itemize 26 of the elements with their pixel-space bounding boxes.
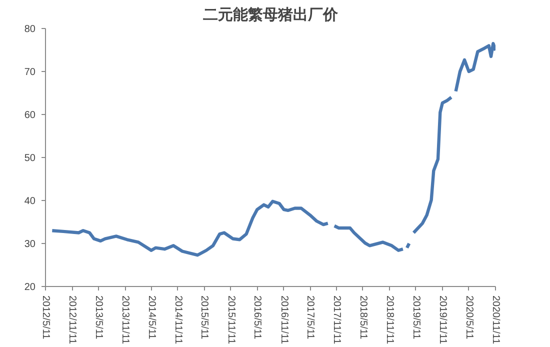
x-tick-label: 2019/11/11 xyxy=(436,296,448,345)
x-tick-label: 2016/5/11 xyxy=(252,296,263,340)
x-tick-label: 2013/11/11 xyxy=(120,296,131,345)
y-tick-label: 80 xyxy=(24,24,36,35)
x-tick-label: 2017/11/11 xyxy=(331,296,342,345)
x-tick-label: 2012/5/11 xyxy=(40,296,51,340)
y-tick-label: 50 xyxy=(24,153,36,164)
x-tick-label: 2017/5/11 xyxy=(304,296,316,340)
x-tick-label: 2015/11/11 xyxy=(225,296,236,345)
x-tick-label: 2014/11/11 xyxy=(172,296,184,345)
x-tick-label: 2020/11/11 xyxy=(490,296,501,345)
x-tick-label: 2019/5/11 xyxy=(410,296,422,340)
x-tick-label: 2014/5/11 xyxy=(146,296,157,340)
y-tick-label: 60 xyxy=(24,110,36,121)
x-tick-label: 2018/11/11 xyxy=(384,296,396,345)
x-tick-label: 2020/5/11 xyxy=(463,296,474,340)
x-tick-label: 2018/5/11 xyxy=(357,296,368,340)
y-tick-label: 30 xyxy=(24,239,36,250)
x-tick-label: 2016/11/11 xyxy=(278,296,290,345)
x-tick-label: 2012/11/11 xyxy=(66,296,78,345)
y-tick-label: 20 xyxy=(24,282,36,293)
chart-title: 二元能繁母猪出厂价 xyxy=(203,6,339,24)
x-tick-label: 2015/5/11 xyxy=(198,296,210,340)
y-tick-label: 70 xyxy=(24,67,36,78)
x-tick-label: 2013/5/11 xyxy=(92,296,104,340)
y-tick-label: 40 xyxy=(24,196,36,207)
